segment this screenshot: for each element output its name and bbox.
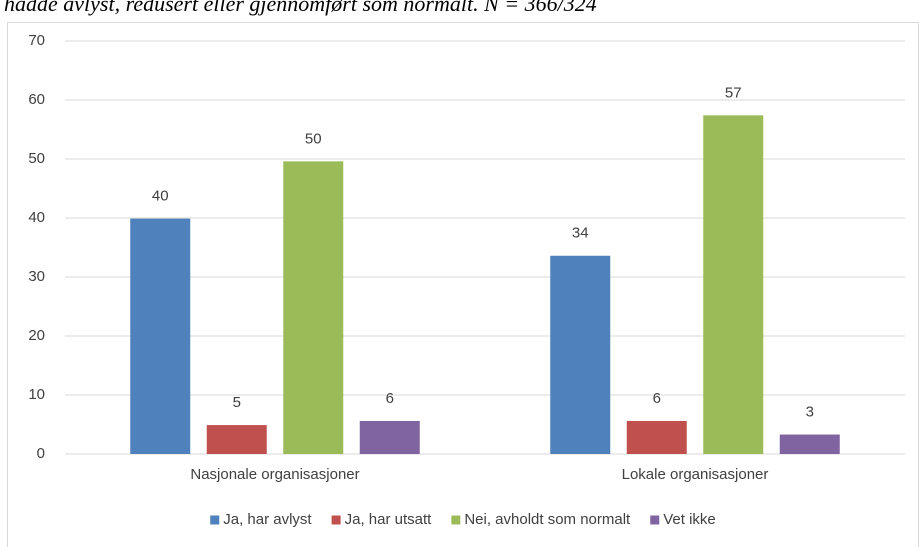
y-tick-label: 20 [28, 327, 45, 344]
legend-label: Ja, har utsatt [345, 511, 433, 528]
data-label: 40 [152, 188, 169, 205]
legend-label: Vet ikke [663, 511, 716, 528]
y-tick-label: 10 [28, 386, 45, 403]
bar [359, 420, 420, 454]
legend-label: Ja, har avlyst [223, 511, 312, 528]
y-tick-label: 40 [28, 209, 45, 226]
y-tick-label: 60 [28, 91, 45, 108]
bar [206, 425, 267, 454]
data-label: 6 [386, 390, 394, 407]
y-tick-label: 30 [28, 268, 45, 285]
data-label: 50 [305, 130, 322, 147]
y-tick-label: 50 [28, 150, 45, 167]
bar [130, 218, 191, 454]
legend-swatch [331, 515, 341, 525]
legend-swatch [650, 515, 660, 525]
chart-subtitle: hadde avlyst, redusert eller gjennomført… [4, 0, 597, 16]
data-label: 34 [572, 225, 589, 242]
legend-swatch [451, 515, 461, 525]
data-label: 3 [806, 403, 814, 420]
bar [703, 115, 764, 454]
x-tick-label: Lokale organisasjoner [622, 466, 769, 483]
bar [779, 434, 840, 454]
bar [626, 420, 687, 454]
data-label: 5 [233, 394, 241, 411]
bar [550, 255, 611, 454]
legend-swatch [210, 515, 220, 525]
data-label: 6 [653, 390, 661, 407]
data-label: 57 [725, 84, 742, 101]
bar [283, 161, 344, 455]
y-tick-label: 0 [37, 445, 45, 462]
y-tick-label: 70 [28, 32, 45, 49]
legend-label: Nei, avholdt som normalt [464, 511, 631, 528]
x-tick-label: Nasjonale organisasjoner [190, 466, 359, 483]
